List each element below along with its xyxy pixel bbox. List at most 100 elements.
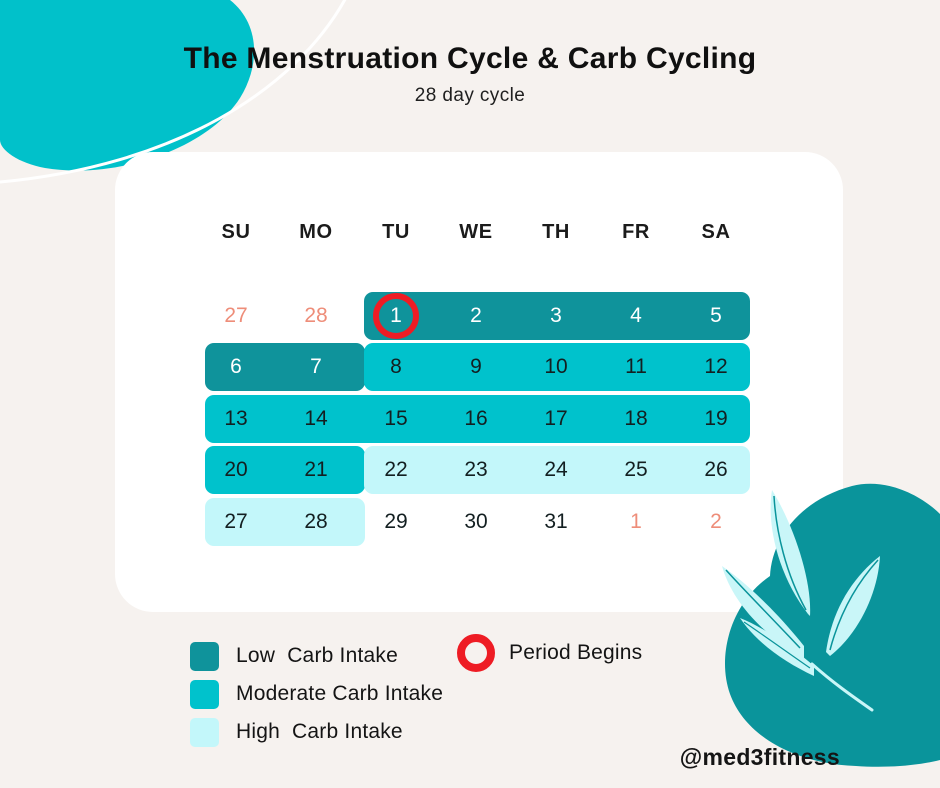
day-number: 4 <box>630 303 642 327</box>
calendar-day-28: 28 <box>276 496 356 548</box>
day-number: 6 <box>230 355 242 379</box>
calendar-day-2: 2 <box>436 290 516 342</box>
calendar-card: SU MO TU WE TH FR SA 27 28 1 2 3 4 5 6 7 8 9 10 11 12 13 14 15… <box>115 152 843 612</box>
day-number: 19 <box>704 406 728 430</box>
legend-label-moderate: Moderate Carb Intake <box>236 682 444 705</box>
calendar-day-17: 17 <box>516 393 596 445</box>
calendar-day-7: 7 <box>276 342 356 394</box>
calendar-day-6: 6 <box>196 342 276 394</box>
calendar-day-11: 11 <box>596 342 676 394</box>
legend-swatch-low <box>190 641 219 671</box>
calendar-day-1: 1 <box>356 290 436 342</box>
calendar-day-27: 27 <box>196 290 276 342</box>
calendar-day-29: 29 <box>356 496 436 548</box>
day-number: 5 <box>710 303 722 327</box>
carb-block-high <box>364 446 750 494</box>
calendar-day-31: 31 <box>516 496 596 548</box>
day-header-su: SU <box>221 220 251 243</box>
blob-top-left-shape <box>0 0 255 171</box>
calendar-day-9: 9 <box>436 342 516 394</box>
day-number: 29 <box>384 509 408 533</box>
day-number: 13 <box>224 406 248 430</box>
legend-label-low: Low Carb Intake <box>236 644 398 667</box>
calendar-day-12: 12 <box>676 342 756 394</box>
day-number: 20 <box>224 458 248 482</box>
day-number: 28 <box>304 509 328 533</box>
day-header-tu: TU <box>382 220 410 243</box>
day-header-sa: SA <box>701 220 731 243</box>
day-number: 2 <box>470 303 482 327</box>
day-number: 10 <box>544 355 568 379</box>
day-number: 9 <box>470 355 482 379</box>
day-number: 16 <box>464 406 488 430</box>
day-number: 1 <box>630 509 642 533</box>
carb-block-high <box>205 497 365 546</box>
calendar-day-26: 26 <box>676 445 756 497</box>
legend-swatch-moderate <box>190 679 219 709</box>
calendar-day-25: 25 <box>596 445 676 497</box>
calendar-day-10: 10 <box>516 342 596 394</box>
day-number: 23 <box>464 458 488 482</box>
day-number: 21 <box>304 458 328 482</box>
calendar-day-1: 1 <box>596 496 676 548</box>
calendar-day-20: 20 <box>196 445 276 497</box>
carb-block-low <box>364 291 750 340</box>
calendar-day-22: 22 <box>356 445 436 497</box>
period-ring-icon <box>457 634 495 672</box>
period-begins-ring-icon <box>373 292 419 339</box>
calendar-grid: 27 28 1 2 3 4 5 6 7 8 9 10 11 12 13 14 15 16 17 18 19 20 21 22 2… <box>196 290 756 548</box>
decorative-blob-top-left <box>0 0 347 184</box>
day-number: 7 <box>310 355 322 379</box>
calendar-day-28: 28 <box>276 290 356 342</box>
day-number: 24 <box>544 458 568 482</box>
calendar-day-21: 21 <box>276 445 356 497</box>
day-number: 14 <box>304 406 328 430</box>
calendar-day-24: 24 <box>516 445 596 497</box>
calendar-day-headers: SU MO TU WE TH FR SA <box>196 212 756 252</box>
day-number: 15 <box>384 406 408 430</box>
legend-item-low: Low Carb Intake <box>190 637 443 675</box>
day-header-fr: FR <box>622 220 650 243</box>
calendar-day-30: 30 <box>436 496 516 548</box>
day-number: 27 <box>224 509 248 533</box>
blob-top-left-line <box>0 0 347 184</box>
calendar-body: 27 28 1 2 3 4 5 6 7 8 9 10 11 12 13 14 15 16 17 18 19 20 21 22 2… <box>196 290 756 548</box>
day-header-mo: MO <box>299 220 333 243</box>
calendar-day-14: 14 <box>276 393 356 445</box>
legend-item-high: High Carb Intake <box>190 713 443 751</box>
day-number: 30 <box>464 509 488 533</box>
legend-label-period: Period Begins <box>509 641 643 664</box>
legend: Low Carb Intake Moderate Carb Intake High … <box>190 637 443 751</box>
calendar-day-18: 18 <box>596 393 676 445</box>
day-number: 26 <box>704 458 728 482</box>
day-number: 3 <box>550 303 562 327</box>
calendar-day-23: 23 <box>436 445 516 497</box>
calendar-day-19: 19 <box>676 393 756 445</box>
calendar-day-13: 13 <box>196 393 276 445</box>
carb-block-moderate <box>364 343 750 391</box>
calendar-day-15: 15 <box>356 393 436 445</box>
day-number: 8 <box>390 355 402 379</box>
watermark-handle: @med3fitness <box>679 744 840 770</box>
carb-block-moderate <box>205 446 365 494</box>
day-number: 31 <box>544 509 568 533</box>
legend-item-period-begins: Period Begins <box>457 634 642 672</box>
day-number: 25 <box>624 458 648 482</box>
calendar-day-5: 5 <box>676 290 756 342</box>
legend-item-moderate: Moderate Carb Intake <box>190 675 443 713</box>
calendar-day-4: 4 <box>596 290 676 342</box>
day-header-th: TH <box>542 220 570 243</box>
day-number: 12 <box>704 355 728 379</box>
carb-block-moderate <box>205 394 750 443</box>
day-header-we: WE <box>459 220 493 243</box>
day-number: 28 <box>304 303 328 327</box>
carb-block-low <box>205 343 365 391</box>
day-number: 17 <box>544 406 568 430</box>
calendar-day-2: 2 <box>676 496 756 548</box>
legend-label-high: High Carb Intake <box>236 720 403 743</box>
header: The Menstruation Cycle & Carb Cycling 28… <box>0 0 940 107</box>
page-title: The Menstruation Cycle & Carb Cycling <box>183 42 757 75</box>
calendar-day-27: 27 <box>196 496 276 548</box>
page-subtitle: 28 day cycle <box>414 85 526 106</box>
